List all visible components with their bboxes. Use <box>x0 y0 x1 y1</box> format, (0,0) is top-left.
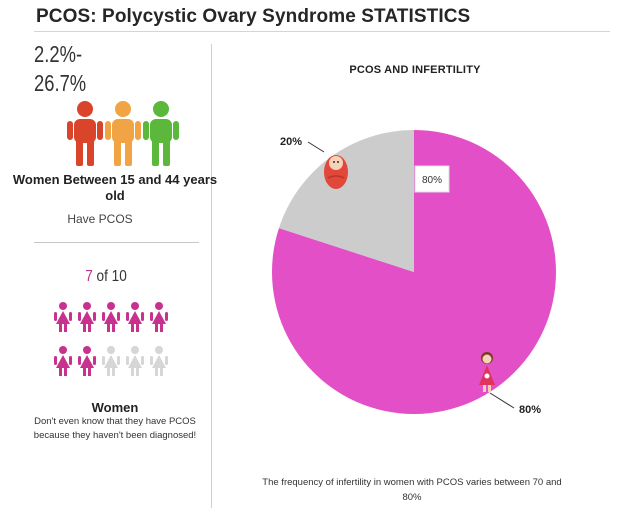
person-icon <box>105 101 141 166</box>
woman-figure-icon <box>78 346 96 376</box>
ratio-rest: of 10 <box>92 268 127 285</box>
page-title: PCOS: Polycystic Ovary Syndrome STATISTI… <box>36 6 471 27</box>
ratio-label: 7 of 10 <box>50 268 162 286</box>
woman-figure-icon <box>54 346 72 376</box>
leader-line <box>489 392 515 409</box>
woman-figure-icon <box>126 346 144 376</box>
woman-figure-icon <box>102 346 120 376</box>
people-icons <box>67 101 179 166</box>
title-divider <box>34 31 610 32</box>
woman-icon <box>479 352 495 392</box>
women-label: Women <box>91 400 139 415</box>
infertility-pie-chart: 80% 80% 20% <box>272 130 557 416</box>
woman-figure-icon <box>150 302 168 332</box>
chart-title: PCOS AND INFERTILITY <box>349 64 481 76</box>
have-pcos-label: Have PCOS <box>67 212 133 226</box>
ratio-number: 7 <box>85 268 93 285</box>
woman-figure-icon <box>102 302 120 332</box>
vertical-divider <box>211 44 212 508</box>
slice-label: 20% <box>280 136 302 148</box>
women-ratio-icons <box>54 302 168 376</box>
range-line-2: 26.7% <box>34 70 87 96</box>
section-divider <box>34 242 199 243</box>
woman-figure-icon <box>78 302 96 332</box>
prevalence-range: 2.2%- 26.7% <box>34 40 130 98</box>
person-icon <box>143 101 179 166</box>
baby-icon <box>324 155 348 189</box>
person-icon <box>67 101 103 166</box>
undiagnosed-note: Don't even know that they have PCOS beca… <box>33 416 197 441</box>
svg-text:80%: 80% <box>422 175 442 186</box>
inner-value-label: 80% <box>414 165 450 193</box>
woman-figure-icon <box>150 346 168 376</box>
leader-line <box>307 141 325 153</box>
chart-caption: The frequency of infertility in women wi… <box>262 477 562 503</box>
range-line-1: 2.2%- <box>34 41 83 67</box>
age-range-label: Women Between 15 and 44 years old <box>12 172 218 203</box>
woman-figure-icon <box>126 302 144 332</box>
slice-label: 80% <box>519 404 541 416</box>
woman-figure-icon <box>54 302 72 332</box>
pie-slice-1 <box>278 130 414 272</box>
pie-slice-0 <box>272 130 557 414</box>
